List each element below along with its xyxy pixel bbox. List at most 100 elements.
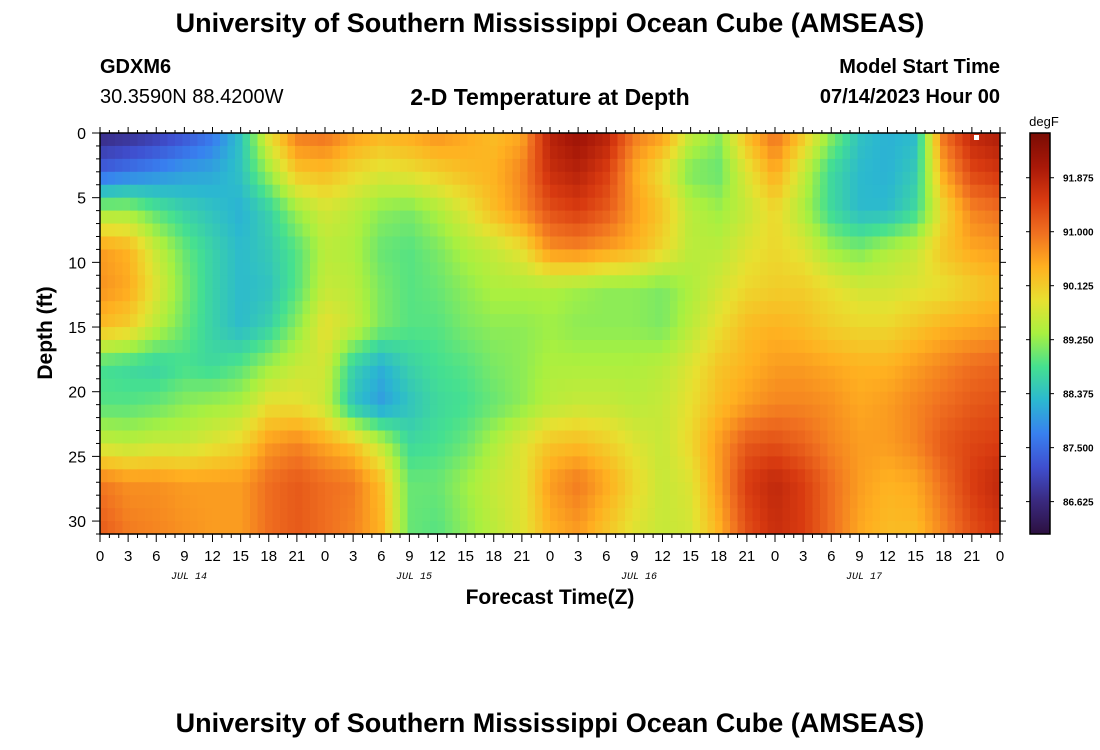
heatmap-cell [107, 197, 116, 212]
heatmap-cell [137, 171, 146, 186]
heatmap-cell [962, 482, 971, 496]
heatmap-cell [827, 171, 836, 186]
heatmap-cell [610, 314, 619, 328]
heatmap-cell [107, 417, 116, 432]
heatmap-cell [310, 378, 319, 393]
heatmap-cell [842, 275, 851, 289]
heatmap-cell [452, 275, 461, 289]
heatmap-cell [227, 352, 236, 367]
heatmap-cell [767, 469, 776, 483]
heatmap-cell [692, 197, 701, 212]
heatmap-cell [497, 456, 506, 470]
heatmap-cell [797, 456, 806, 470]
heatmap-cell [677, 210, 686, 225]
heatmap-cell [220, 495, 229, 509]
heatmap-cell [887, 482, 896, 496]
heatmap-cell [482, 197, 491, 212]
heatmap-cell [805, 482, 814, 496]
heatmap-cell [572, 301, 581, 315]
heatmap-cell [580, 495, 589, 509]
heatmap-cell [910, 495, 919, 509]
heatmap-cell [925, 158, 934, 173]
heatmap-cell [100, 495, 109, 509]
heatmap-cell [212, 236, 221, 251]
heatmap-cell [625, 249, 634, 263]
heatmap-cell [940, 171, 949, 186]
heatmap-cell [467, 145, 476, 160]
heatmap-cell [512, 171, 521, 186]
heatmap-cell [857, 469, 866, 483]
heatmap-cell [400, 391, 409, 406]
heatmap-cell [280, 133, 289, 147]
heatmap-cell [167, 378, 176, 393]
heatmap-cell [295, 249, 304, 263]
heatmap-cell [775, 495, 784, 509]
heatmap-cell [797, 521, 806, 535]
heatmap-cell [835, 495, 844, 509]
heatmap-cell [977, 430, 986, 445]
heatmap-cell [902, 417, 911, 432]
heatmap-cell [400, 184, 409, 199]
heatmap-cell [745, 197, 754, 212]
heatmap-cell [452, 133, 461, 147]
heatmap-cell [325, 391, 334, 406]
heatmap-cell [295, 184, 304, 199]
heatmap-cell [302, 482, 311, 496]
heatmap-cell [820, 417, 829, 432]
heatmap-cell [100, 158, 109, 173]
heatmap-cell [340, 288, 349, 302]
heatmap-cell [797, 469, 806, 483]
heatmap-cell [902, 456, 911, 470]
heatmap-cell [685, 430, 694, 445]
heatmap-cell [917, 184, 926, 199]
heatmap-cell [107, 133, 116, 147]
heatmap-cell [797, 365, 806, 380]
heatmap-cell [137, 210, 146, 225]
heatmap-cell [767, 417, 776, 432]
heatmap-cell [280, 314, 289, 328]
heatmap-cell [595, 508, 604, 522]
heatmap-cell [880, 184, 889, 199]
heatmap-cell [572, 456, 581, 470]
heatmap-cell [872, 352, 881, 367]
heatmap-cell [145, 171, 154, 186]
heatmap-cell [145, 365, 154, 380]
heatmap-cell [295, 365, 304, 380]
heatmap-cell [242, 145, 251, 160]
heatmap-cell [640, 378, 649, 393]
heatmap-cell [190, 275, 199, 289]
heatmap-cell [662, 391, 671, 406]
heatmap-cell [797, 443, 806, 457]
heatmap-cell [790, 210, 799, 225]
heatmap-cell [842, 262, 851, 276]
heatmap-cell [272, 249, 281, 263]
heatmap-cell [685, 184, 694, 199]
heatmap-cell [227, 223, 236, 238]
heatmap-cell [325, 339, 334, 354]
heatmap-cell [340, 378, 349, 393]
heatmap-cell [572, 133, 581, 147]
heatmap-cell [482, 352, 491, 367]
heatmap-cell [932, 145, 941, 160]
heatmap-cell [452, 197, 461, 212]
heatmap-cell [565, 262, 574, 276]
heatmap-cell [347, 430, 356, 445]
heatmap-cell [362, 469, 371, 483]
heatmap-cell [227, 262, 236, 276]
heatmap-cell [295, 145, 304, 160]
heatmap-cell [257, 223, 266, 238]
heatmap-cell [595, 236, 604, 251]
heatmap-cell [325, 430, 334, 445]
heatmap-cell [212, 495, 221, 509]
heatmap-cell [542, 365, 551, 380]
heatmap-cell [820, 236, 829, 251]
heatmap-cell [490, 378, 499, 393]
heatmap-cell [355, 158, 364, 173]
heatmap-cell [250, 288, 259, 302]
heatmap-cell [280, 365, 289, 380]
heatmap-cell [775, 171, 784, 186]
heatmap-cell [370, 158, 379, 173]
heatmap-cell [325, 482, 334, 496]
x-axis-label: Forecast Time(Z) [466, 586, 635, 609]
heatmap-cell [662, 210, 671, 225]
